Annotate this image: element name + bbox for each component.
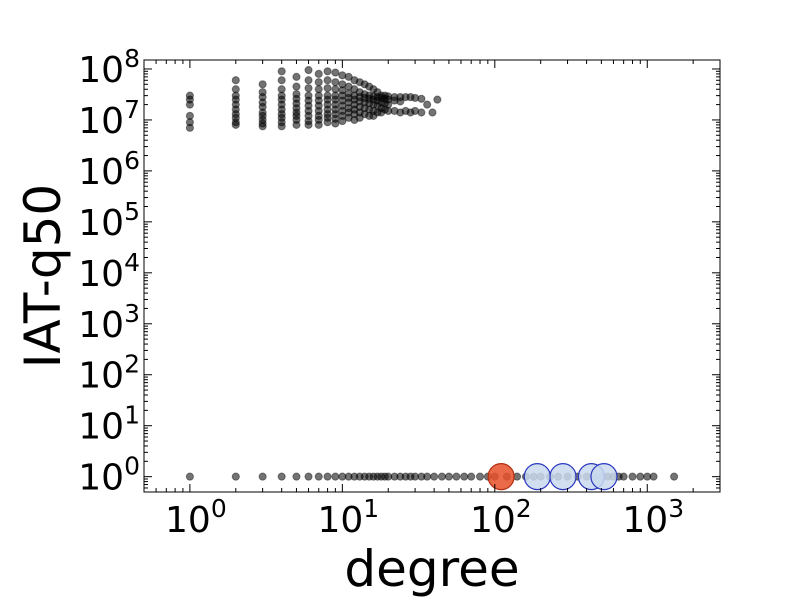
data-point (649, 472, 658, 481)
y-tick-label: 108 (78, 44, 140, 91)
data-point (636, 472, 645, 481)
data-point (304, 120, 313, 129)
data-point (467, 472, 476, 481)
highlight-point (523, 463, 551, 491)
y-tick-label: 103 (78, 299, 140, 346)
data-point (344, 72, 353, 81)
data-point (258, 122, 267, 131)
data-point (460, 472, 469, 481)
data-point (423, 100, 432, 109)
data-point (314, 78, 323, 87)
y-tick-label: 104 (78, 248, 140, 295)
data-point (331, 472, 340, 481)
data-point (428, 108, 437, 117)
data-point (323, 118, 332, 127)
data-point (277, 122, 286, 131)
data-point (258, 472, 267, 481)
highlight-points-layer (487, 463, 618, 491)
data-point (452, 472, 461, 481)
data-point (304, 472, 313, 481)
data-point (277, 472, 286, 481)
highlight-point (549, 463, 577, 491)
y-tick-label: 101 (78, 401, 140, 448)
data-point (338, 116, 347, 126)
data-points-layer (185, 66, 679, 481)
data-point (323, 84, 332, 93)
data-point (231, 472, 240, 481)
axis-ticks (143, 60, 721, 493)
data-point (423, 472, 432, 481)
data-point (304, 76, 313, 85)
data-point (430, 472, 439, 481)
data-point (314, 69, 323, 79)
x-tick-labels: 100 101 102 103 (165, 494, 684, 541)
data-point (277, 76, 286, 85)
x-tick-label: 102 (470, 494, 532, 541)
data-point (417, 94, 426, 103)
data-point (444, 472, 454, 481)
data-point (185, 472, 194, 481)
data-point (628, 472, 637, 481)
data-point (619, 472, 628, 481)
data-point (670, 472, 679, 481)
data-point (292, 82, 301, 91)
highlight-point (590, 463, 618, 491)
data-point (292, 72, 301, 81)
data-point (258, 80, 267, 89)
data-point (231, 120, 240, 129)
data-point (417, 108, 426, 117)
data-point (396, 97, 405, 106)
plot-frame (143, 59, 721, 493)
y-tick-label: 107 (78, 95, 140, 142)
data-point (437, 472, 447, 481)
data-point (314, 472, 323, 481)
data-point (185, 100, 194, 109)
data-point (433, 95, 442, 104)
data-point (304, 66, 313, 75)
data-point (475, 472, 485, 481)
y-axis-label: IAT-q50 (14, 184, 72, 368)
data-point (323, 472, 332, 481)
data-point (323, 76, 332, 85)
y-tick-label: 105 (78, 197, 140, 244)
y-tick-label: 102 (78, 350, 140, 397)
data-point (292, 120, 301, 129)
data-point (323, 67, 332, 76)
data-point (355, 113, 364, 122)
data-point (185, 123, 194, 132)
data-point (277, 67, 286, 76)
data-point (231, 76, 240, 85)
y-tick-label: 106 (78, 146, 140, 193)
data-point (314, 120, 323, 129)
data-point (331, 78, 340, 87)
data-point (331, 119, 340, 128)
x-tick-label: 100 (165, 494, 227, 541)
x-axis-label: degree (344, 540, 519, 598)
highlight-point (487, 463, 515, 491)
x-tick-label: 101 (317, 494, 379, 541)
data-point (304, 84, 313, 93)
data-point (292, 472, 301, 481)
y-tick-label: 100 (78, 452, 140, 499)
data-point (331, 68, 340, 77)
x-tick-label: 103 (622, 494, 684, 541)
